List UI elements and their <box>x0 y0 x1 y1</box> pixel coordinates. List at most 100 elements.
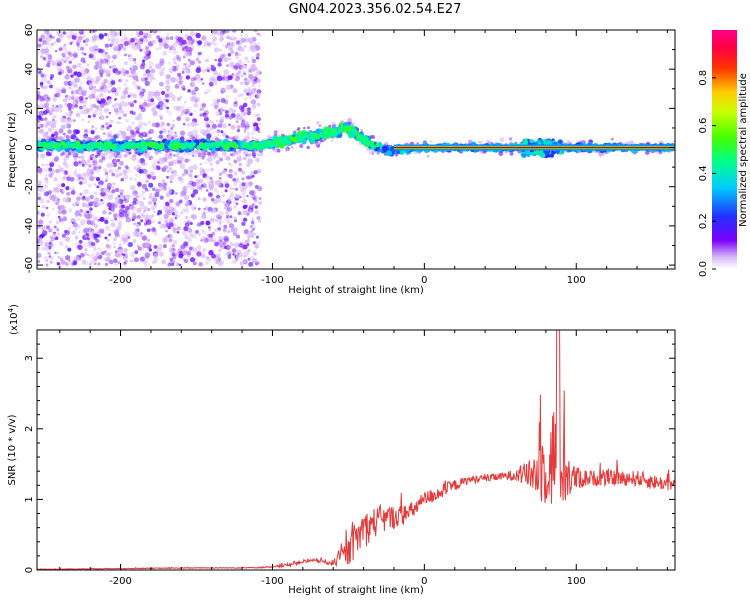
spectrogram-noise-point <box>128 151 132 155</box>
spectrogram-noise-point <box>47 96 51 100</box>
spectrogram-noise-point <box>122 169 128 175</box>
spectrogram-noise-point <box>240 74 243 78</box>
spectrogram-noise-point <box>128 53 133 58</box>
spectrogram-noise-point <box>38 187 43 192</box>
spectrogram-noise-point <box>205 256 210 260</box>
spectrogram-noise-point <box>166 109 170 113</box>
spectrogram-noise-point <box>210 180 217 186</box>
spectrogram-noise-point <box>224 44 229 49</box>
spectrogram-noise-point <box>229 241 233 245</box>
spectrogram-noise-point <box>83 53 87 56</box>
spectrogram-noise-point <box>228 115 233 120</box>
spectrogram-noise-point <box>123 36 128 41</box>
spectrogram-noise-point <box>101 116 105 120</box>
spectrogram-noise-point <box>178 253 184 259</box>
spectrogram-noise-point <box>108 124 112 128</box>
spectrogram-noise-point <box>80 252 85 258</box>
spectrogram-noise-point <box>247 231 254 238</box>
spectrogram-noise-point <box>252 250 257 256</box>
spectrogram-noise-point <box>247 257 251 261</box>
spectrogram-noise-point <box>107 90 112 94</box>
spectrogram-noise-point <box>196 244 202 250</box>
spectrogram-noise-point <box>190 31 195 37</box>
spectrogram-noise-point <box>64 198 70 203</box>
spectrogram-noise-point <box>122 114 125 118</box>
spectrogram-noise-point <box>258 122 261 126</box>
spectrogram-noise-point <box>259 152 264 157</box>
spectrogram-noise-point <box>57 255 60 259</box>
spectrogram-noise-point <box>246 243 250 247</box>
spectrogram-noise-point <box>152 111 158 117</box>
spectrogram-noise-point <box>37 43 42 48</box>
spectrogram-noise-point <box>212 80 218 86</box>
spectrogram-noise-point <box>168 186 171 190</box>
spectrogram-noise-point <box>49 151 53 154</box>
spectrogram-noise-point <box>217 261 223 267</box>
spectrogram-noise-point <box>178 114 182 117</box>
spectrogram-noise-point <box>45 263 49 267</box>
spectrogram-noise-point <box>163 181 168 186</box>
spectrogram-noise-point <box>234 242 240 248</box>
spectrogram-noise-point <box>44 173 48 177</box>
spectrogram-noise-point <box>123 253 126 257</box>
spectrogram-noise-point <box>153 245 158 249</box>
spectrogram-noise-point <box>193 103 199 108</box>
spectrogram-noise-point <box>245 90 248 93</box>
spectrogram-noise-point <box>79 96 84 101</box>
spectrogram-noise-point <box>231 248 237 254</box>
spectrogram-noise-point <box>169 44 175 50</box>
spectrogram-noise-point <box>120 178 124 182</box>
spectrogram-noise-point <box>124 53 127 57</box>
spectrogram-noise-point <box>202 248 207 253</box>
spectrogram-noise-point <box>242 198 248 204</box>
spectrogram-noise-point <box>111 42 115 46</box>
spectrogram-noise-point <box>244 56 249 61</box>
spectrogram-noise-point <box>80 159 87 165</box>
spectrogram-noise-point <box>214 58 217 62</box>
spectrogram-noise-point <box>139 234 143 238</box>
spectrogram-noise-point <box>163 244 167 249</box>
spectrogram-noise-point <box>81 90 87 97</box>
spectrogram-noise-point <box>225 110 229 114</box>
spectrogram-noise-point <box>219 157 224 162</box>
spectrogram-noise-point <box>37 193 41 197</box>
spectrogram-noise-point <box>118 243 122 247</box>
spectrogram-noise-point <box>97 59 100 62</box>
spectrogram-noise-point <box>108 98 112 103</box>
spectrogram-noise-point <box>132 45 138 51</box>
spectrogram-noise-point <box>150 68 156 74</box>
spectrogram-noise-point <box>64 229 68 233</box>
spectrogram-noise-point <box>227 230 231 234</box>
spectrogram-noise-point <box>217 57 223 63</box>
spectrogram-noise-point <box>246 238 250 242</box>
spectrogram-noise-point <box>49 84 53 89</box>
spectrogram-noise-point <box>168 238 173 243</box>
spectrogram-noise-point <box>155 188 160 194</box>
spectrogram-noise-point <box>167 134 173 140</box>
spectrogram-noise-point <box>109 84 112 88</box>
spectrogram-noise-point <box>90 130 95 135</box>
spectrogram-noise-point <box>104 219 109 225</box>
spectrogram-noise-point <box>114 250 118 253</box>
spectrogram-noise-point <box>46 212 51 218</box>
spectrogram-noise-point <box>45 163 48 167</box>
spectrogram-noise-point <box>194 175 198 179</box>
spectrogram-noise-point <box>116 158 120 163</box>
spectrogram-noise-point <box>38 71 42 75</box>
spectrogram-noise-point <box>224 183 230 189</box>
spectrogram-noise-point <box>120 38 125 43</box>
spectrogram-noise-point <box>234 77 240 82</box>
spectrogram-noise-point <box>130 69 136 75</box>
spectrogram-noise-point <box>60 117 66 123</box>
spectrogram-noise-point <box>250 74 255 79</box>
spectrogram-noise-point <box>182 185 188 191</box>
spectrogram-noise-point <box>216 75 223 82</box>
spectrogram-noise-point <box>186 116 190 121</box>
spectrogram-noise-point <box>88 254 93 259</box>
spectrogram-noise-point <box>148 121 151 124</box>
spectrogram-noise-point <box>202 103 206 107</box>
spectrogram-noise-point <box>226 64 230 67</box>
spectrogram-noise-point <box>332 121 336 125</box>
spectrogram-noise-point <box>234 135 240 141</box>
